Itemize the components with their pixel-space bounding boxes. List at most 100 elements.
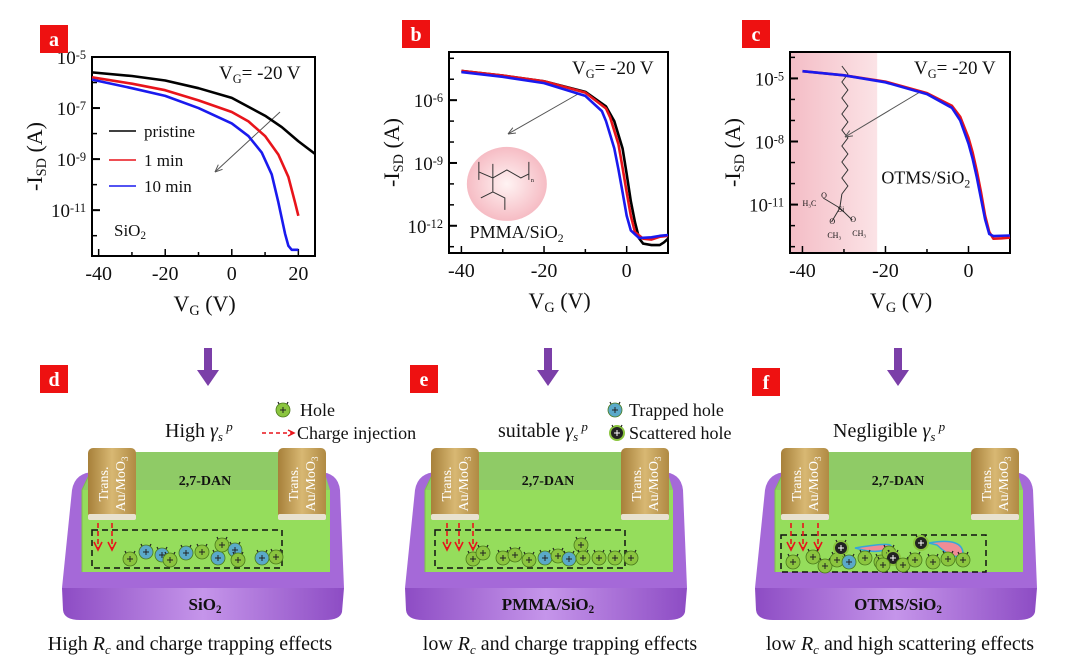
- atom-label: O: [829, 217, 835, 226]
- surface-energy-label-part: s: [573, 429, 578, 444]
- trend-arrowhead: [507, 127, 517, 135]
- plus-sign: [219, 542, 225, 548]
- electrode-right: Trans. Au/MoO3: [278, 448, 326, 520]
- panel-label-box: [402, 20, 430, 48]
- hole-icon: [591, 549, 607, 566]
- y-tick-label-part: 10: [51, 201, 70, 222]
- y-axis-label-part: -I: [22, 176, 47, 191]
- series-line-pristine: [91, 71, 316, 155]
- electrode-line2: Au/MoO: [647, 461, 662, 512]
- hole-icon: [907, 551, 923, 568]
- hole-ears: [942, 550, 954, 554]
- panel-label-text: a: [49, 29, 59, 51]
- hole-ears: [835, 539, 847, 543]
- siloxane-bonds: [822, 193, 853, 223]
- plus-sign: [628, 555, 634, 561]
- x-axis-label-part: (V): [200, 291, 236, 316]
- electrode-line1: Trans.: [790, 467, 805, 502]
- legend-label: Trapped hole: [629, 400, 724, 420]
- y-axis-label: -ISD (A): [379, 118, 407, 187]
- hole-ears: [859, 549, 871, 553]
- electrode-right: Trans. Au/MoO3: [621, 448, 669, 520]
- gate-voltage-annotation: VG= -20 V: [572, 58, 654, 81]
- x-axis-label-part: G: [886, 300, 896, 316]
- gate-voltage-annotation-part: G: [928, 67, 937, 81]
- surface-energy-label-part: p: [578, 419, 588, 434]
- hole-ears: [563, 550, 575, 554]
- x-tick-label: -20: [152, 263, 179, 285]
- gate-voltage-annotation: VG= -20 V: [914, 58, 996, 81]
- hole-ears: [229, 541, 241, 545]
- trapped-hole-icon: [537, 549, 553, 566]
- hole-ears: [577, 549, 589, 553]
- y-tick-label-part: -12: [427, 216, 443, 230]
- x-axis-label-part: G: [544, 300, 554, 316]
- dielectric-label-part: SiO: [114, 221, 140, 240]
- trend-arrow: [507, 93, 579, 135]
- hole-ears: [957, 551, 969, 555]
- alkyl-chain: [841, 65, 849, 195]
- surface-energy-label-part: s: [218, 429, 223, 444]
- atom-label: O: [821, 191, 827, 200]
- caption: low Rc and high scattering effects: [766, 633, 1034, 657]
- legend-label: Scattered hole: [629, 423, 731, 443]
- gate-voltage-annotation-part: = -20 V: [242, 63, 301, 84]
- panel-label-box: [742, 20, 770, 48]
- y-tick-label-part: -5: [76, 48, 86, 62]
- charge-injection-arrowhead: [454, 541, 464, 552]
- electrode-label: Trans. Au/MoO3: [790, 456, 823, 512]
- hole-ears: [256, 549, 268, 553]
- hole-ears: [883, 544, 895, 548]
- y-axis-label: -ISD (A): [22, 122, 50, 191]
- y-tick-label: 10-11: [51, 201, 86, 222]
- dielectric-label: OTMS/SiO2: [881, 168, 970, 191]
- caption-part: R: [92, 633, 105, 655]
- hole-ears: [164, 551, 176, 555]
- dielectric-label-part: 2: [140, 230, 146, 242]
- hole-ears: [523, 551, 535, 555]
- chart-b: n10-610-910-12-40 -20 0VG (V)-ISD (A)VG= -…: [379, 51, 669, 316]
- plus-sign: [846, 559, 852, 565]
- substrate-label: PMMA/SiO2: [502, 595, 595, 616]
- atom-label: CH₃: [852, 229, 866, 238]
- y-axis-label-part: SD: [732, 154, 748, 172]
- legend-label: pristine: [144, 122, 195, 141]
- electrode-left: Trans. Au/MoO3: [781, 448, 829, 520]
- legend-label: Charge injection: [297, 423, 416, 443]
- trapped-hole-icon: [178, 544, 194, 561]
- hole-icon: [895, 556, 911, 573]
- hole-ears: [277, 401, 289, 405]
- y-tick-label-part: -11: [70, 201, 86, 215]
- electrode-body: [88, 448, 136, 520]
- panel-label-text: e: [420, 369, 429, 391]
- plus-sign: [500, 555, 506, 561]
- plus-sign: [912, 557, 918, 563]
- plus-sign: [199, 549, 205, 555]
- y-axis-label-part: SD: [34, 158, 50, 176]
- accumulation-region-box: [91, 529, 283, 569]
- charge-injection-arrowhead: [93, 541, 103, 552]
- panel-label-b: b: [402, 20, 430, 48]
- hole-icon: [230, 551, 246, 568]
- y-tick-label-part: -5: [774, 69, 784, 83]
- y-tick-label: 10-8: [755, 132, 784, 153]
- hole-ears: [140, 543, 152, 547]
- hole-ears: [609, 401, 621, 405]
- trend-arrowhead: [844, 130, 853, 138]
- plus-sign: [512, 552, 518, 558]
- y-axis-label: -ISD (A): [720, 118, 748, 187]
- plus-sign: [612, 407, 618, 413]
- hole-icon: [268, 548, 284, 565]
- electrode-body: [781, 448, 829, 520]
- channel-material-label: 2,7-DAN: [179, 474, 232, 489]
- channel-material-label: 2,7-DAN: [872, 474, 925, 489]
- highlight-region: [790, 52, 878, 253]
- hole-ears: [196, 543, 208, 547]
- electrode-line2: Au/MoO: [457, 461, 472, 512]
- electrode-line2: Au/MoO: [997, 461, 1012, 512]
- y-tick-label-part: 10: [57, 99, 76, 120]
- hole-icon: [940, 550, 956, 567]
- electrode-sub: 3: [310, 456, 320, 461]
